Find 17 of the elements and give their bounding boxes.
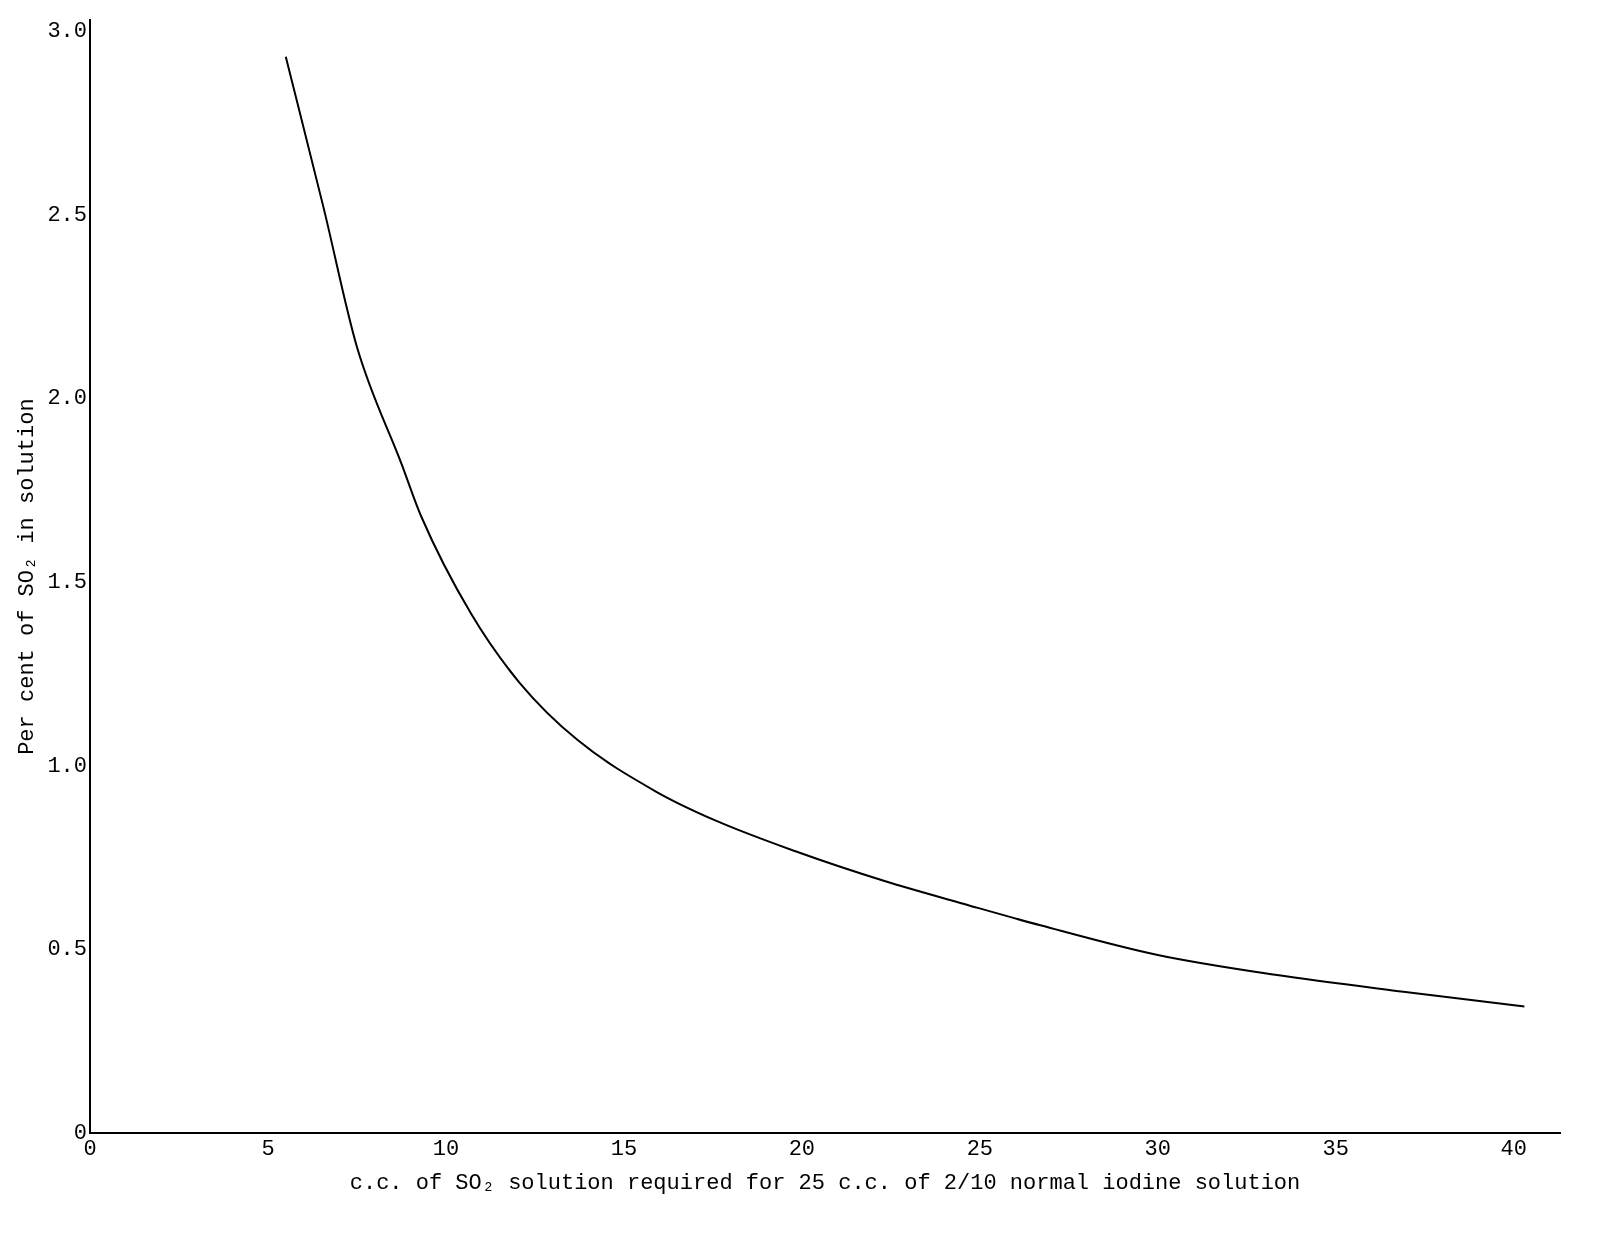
y-axis-title: Per cent of SO₂ in solution	[15, 398, 41, 755]
y-tick-label: 0.5	[47, 937, 88, 963]
x-tick-label: 40	[1500, 1137, 1527, 1163]
y-tick-label: 2.5	[47, 202, 88, 228]
line-series	[284, 55, 1526, 1008]
y-tick-label: 1.0	[47, 753, 88, 779]
y-tick-label: 1.5	[47, 569, 88, 595]
x-tick-label: 15	[610, 1137, 638, 1163]
x-tick-label: 25	[966, 1137, 994, 1163]
y-tick-label: 2.0	[47, 386, 88, 412]
x-tick-label: 20	[788, 1137, 816, 1163]
x-tick-label: 5	[261, 1137, 275, 1163]
x-tick-label: 10	[432, 1137, 460, 1163]
x-axis-title: c.c. of SO₂ solution required for 25 c.c. of 2/10 normal iodine solution	[349, 1170, 1301, 1196]
x-tick-label: 30	[1144, 1137, 1171, 1163]
y-tick-label: 3.0	[47, 18, 88, 44]
x-tick-label: 35	[1322, 1137, 1349, 1163]
